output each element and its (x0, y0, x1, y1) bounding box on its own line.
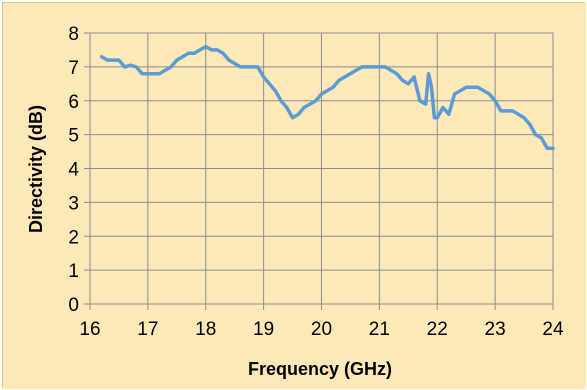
x-tick-label: 19 (253, 319, 274, 340)
x-tick-label: 20 (311, 319, 332, 340)
x-tick-label: 21 (369, 319, 390, 340)
gridlines (84, 32, 554, 310)
y-tick-label: 0 (68, 295, 79, 316)
y-tick-label: 1 (68, 261, 79, 282)
y-axis-title: Directivity (dB) (26, 105, 46, 233)
y-tick-label: 6 (68, 92, 79, 113)
x-tick-label: 22 (427, 319, 448, 340)
y-tick-label: 4 (68, 160, 79, 181)
x-tick-label: 18 (195, 319, 216, 340)
y-tick-label: 2 (68, 227, 79, 248)
x-tick-label: 24 (542, 319, 564, 340)
x-tick-label: 23 (485, 319, 506, 340)
x-tick-label: 16 (79, 319, 100, 340)
y-tick-label: 5 (68, 126, 79, 147)
y-tick-label: 7 (68, 58, 79, 79)
y-tick-label: 3 (68, 193, 79, 214)
series-layer (99, 44, 555, 150)
y-tick-label: 8 (68, 24, 79, 45)
x-tick-label: 17 (137, 319, 158, 340)
directivity-series-line (99, 44, 555, 150)
x-axis-title: Frequency (GHz) (248, 359, 392, 379)
